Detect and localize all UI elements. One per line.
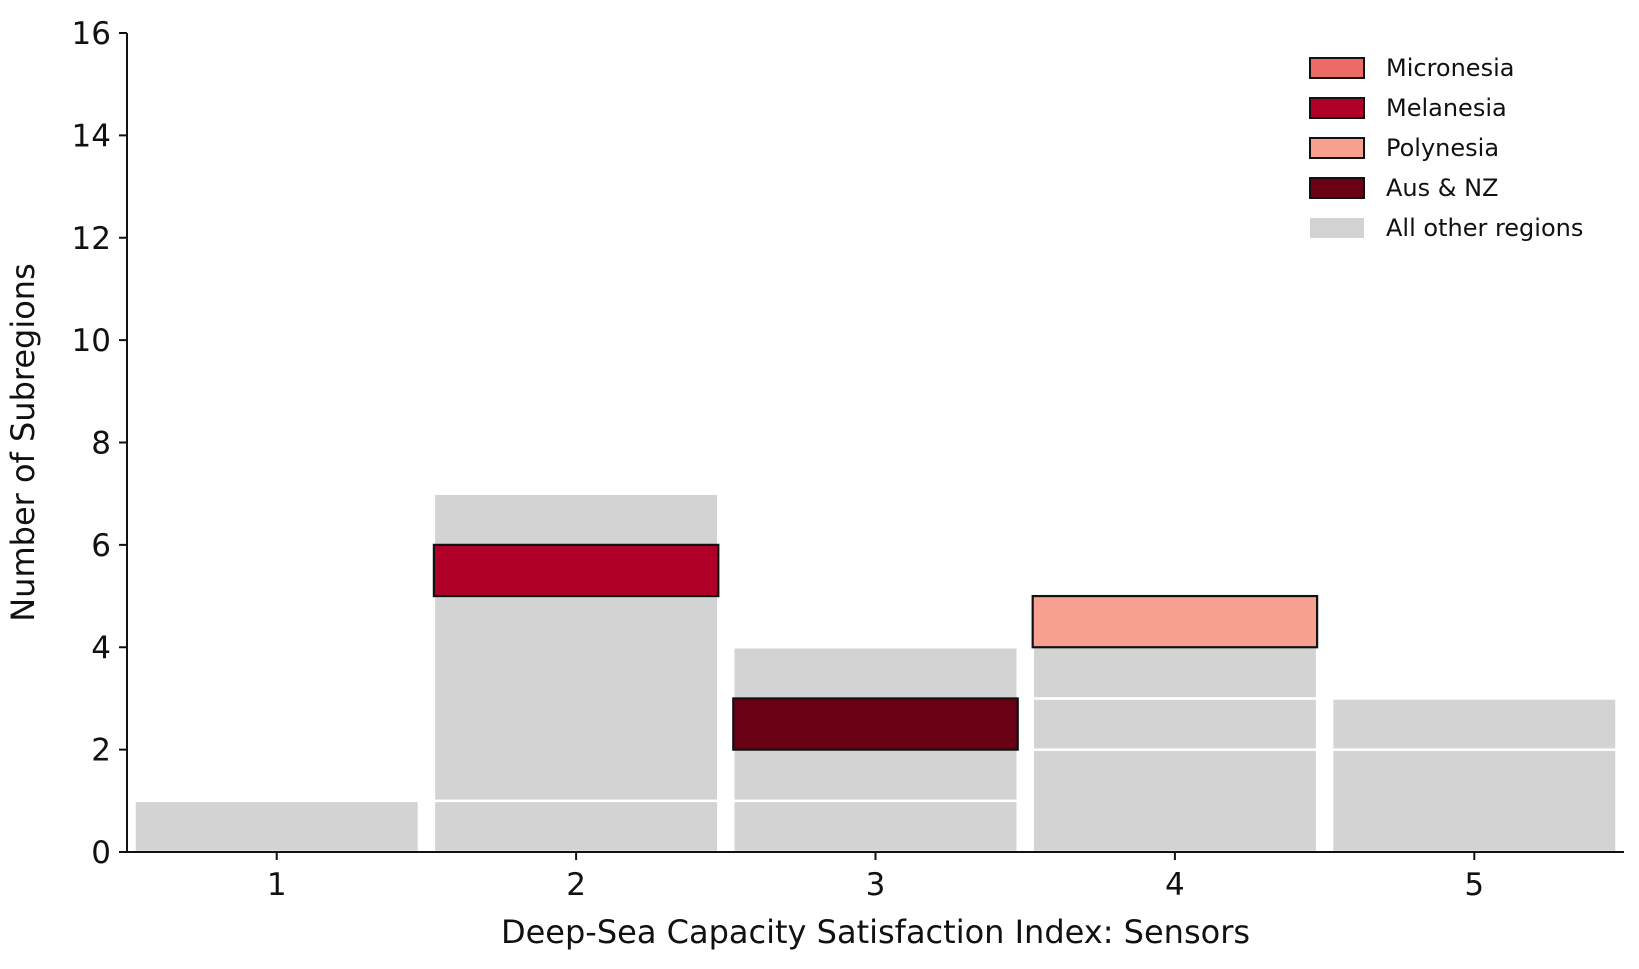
background-bar-segment-x4-1	[1031, 697, 1319, 751]
legend-label-aus-nz: Aus & NZ	[1386, 174, 1499, 202]
x-tick-label-5: 5	[1464, 867, 1484, 903]
y-tick-label-8: 8	[91, 426, 111, 462]
background-bar-segment-x3-0	[732, 799, 1019, 854]
legend: Micronesia Melanesia Polynesia Aus & NZ All …	[1309, 54, 1583, 242]
x-tick-label-4: 4	[1165, 867, 1185, 903]
background-bar-segment-x5-1	[1330, 697, 1618, 751]
background-bar-segment-x5-0	[1330, 748, 1618, 854]
legend-swatch-polynesia	[1309, 137, 1365, 159]
background-bar-segment-x4-0	[1031, 748, 1319, 854]
highlight-bar-polynesia	[1031, 594, 1319, 649]
y-axis-label: Number of Subregions	[4, 263, 42, 622]
background-bar-segment-x4-2	[1031, 646, 1319, 700]
axis-labels-layer: Deep-Sea Capacity Satisfaction Index: Se…	[4, 263, 1250, 951]
x-tick-label-1: 1	[267, 867, 287, 903]
background-bars-layer	[133, 492, 1618, 854]
y-tick-label-10: 10	[72, 323, 111, 359]
y-tick-label-14: 14	[72, 118, 111, 154]
legend-swatch-micronesia	[1309, 57, 1365, 79]
legend-swatch-aus-nz	[1309, 177, 1365, 199]
background-bar-segment-x1-0	[133, 799, 421, 854]
y-tick-label-2: 2	[91, 733, 111, 769]
y-tick-label-16: 16	[72, 16, 111, 52]
x-axis-label: Deep-Sea Capacity Satisfaction Index: Se…	[501, 913, 1250, 951]
y-tick-label-6: 6	[91, 528, 111, 564]
x-tick-label-3: 3	[866, 867, 886, 903]
legend-label-micronesia: Micronesia	[1386, 54, 1514, 82]
legend-swatch-melanesia	[1309, 97, 1365, 119]
y-tick-label-0: 0	[91, 835, 111, 871]
highlight-bar-aus-nz	[732, 697, 1019, 751]
highlight-bar-melanesia	[432, 543, 720, 598]
y-tick-label-12: 12	[72, 221, 111, 257]
background-bar-segment-x2-1	[432, 492, 720, 803]
legend-label-melanesia: Melanesia	[1386, 94, 1507, 122]
legend-label-polynesia: Polynesia	[1386, 134, 1499, 162]
background-bar-segment-x2-0	[432, 799, 720, 854]
y-tick-label-4: 4	[91, 630, 111, 666]
legend-label-all-other-regions: All other regions	[1386, 214, 1583, 242]
legend-swatch-all-other-regions	[1310, 218, 1364, 238]
highlight-bars-layer	[432, 543, 1319, 751]
x-tick-label-2: 2	[566, 867, 586, 903]
